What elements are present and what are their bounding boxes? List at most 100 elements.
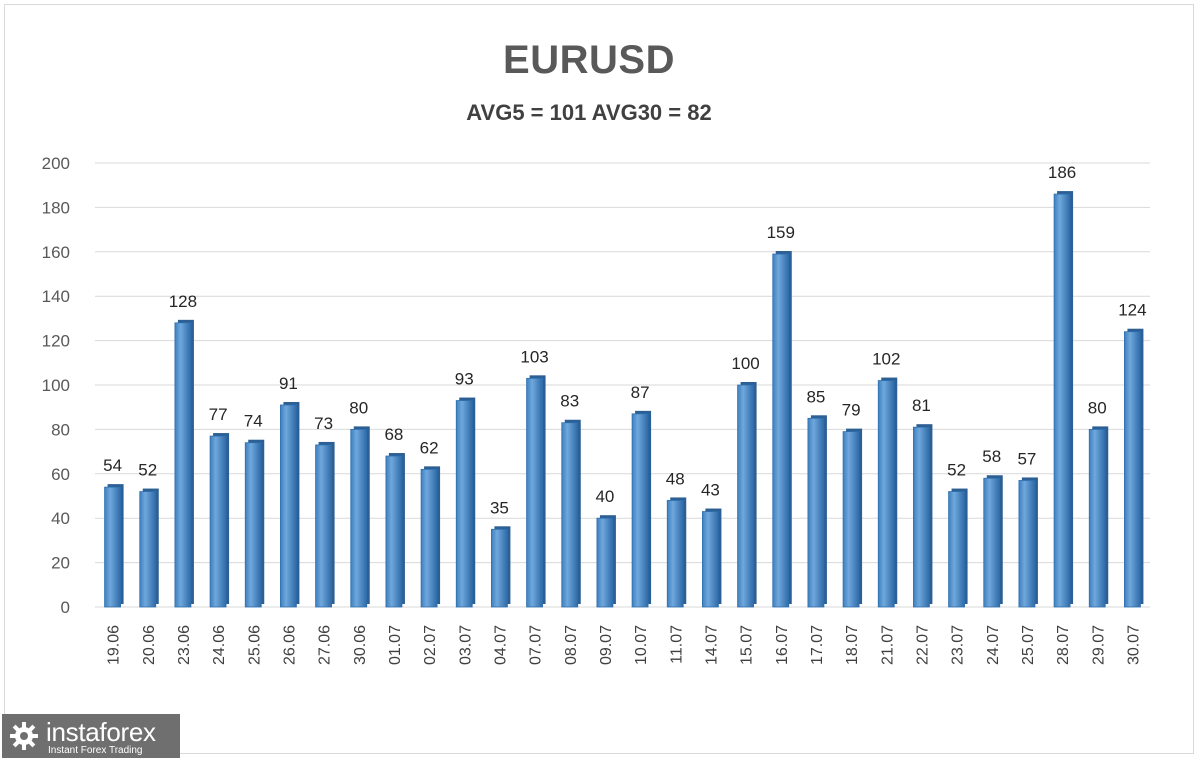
y-tick-label: 120 xyxy=(42,332,70,351)
data-label: 91 xyxy=(279,374,298,393)
y-tick-label: 160 xyxy=(42,243,70,262)
x-tick-label: 03.07 xyxy=(457,625,474,665)
x-tick-label: 16.07 xyxy=(774,625,791,665)
x-tick-label: 09.07 xyxy=(598,625,615,665)
data-label: 54 xyxy=(103,456,122,475)
x-tick-label: 14.07 xyxy=(703,625,720,665)
instaforex-logo: instaforex Instant Forex Trading xyxy=(2,714,180,758)
bar xyxy=(104,486,121,608)
bar xyxy=(280,404,297,608)
y-tick-label: 20 xyxy=(51,554,70,573)
y-tick-label: 40 xyxy=(51,509,70,528)
y-tick-label: 80 xyxy=(51,420,70,439)
chart-title: EURUSD xyxy=(503,38,675,82)
data-label: 40 xyxy=(595,487,614,506)
data-label: 100 xyxy=(731,354,759,373)
data-label: 87 xyxy=(631,383,650,402)
bar xyxy=(315,444,332,608)
x-tick-label: 29.07 xyxy=(1090,625,1107,665)
y-axis: 0 20 40 60 80 100 120 140 160 180 200 xyxy=(42,154,70,617)
data-label: 43 xyxy=(701,481,720,500)
bar xyxy=(666,500,684,608)
data-label: 79 xyxy=(842,401,861,420)
data-label: 35 xyxy=(490,498,509,517)
x-tick-label: 20.06 xyxy=(141,625,158,665)
x-tick-label: 08.07 xyxy=(563,625,580,665)
bar xyxy=(561,422,579,608)
x-tick-label: 23.06 xyxy=(176,625,193,665)
gear-icon xyxy=(10,722,38,750)
bar xyxy=(244,442,262,608)
x-tick-label: 21.07 xyxy=(879,625,896,665)
data-label: 62 xyxy=(420,438,439,457)
bar xyxy=(1053,193,1071,608)
x-axis: 19.06 20.06 23.06 24.06 25.06 26.06 27.06 30.06… xyxy=(106,625,1143,665)
x-tick-label: 30.07 xyxy=(1125,625,1142,665)
x-tick-label: 28.07 xyxy=(1055,625,1072,665)
bar xyxy=(702,511,719,608)
y-tick-label: 140 xyxy=(42,287,70,306)
data-label: 80 xyxy=(1088,398,1107,417)
gridlines xyxy=(95,162,1150,608)
data-label: 77 xyxy=(209,405,228,424)
data-labels: 54 52 128 77 74 91 73 80 68 62 93 35 103 83 40 87 48 43 10… xyxy=(103,163,1146,517)
x-tick-label: 25.07 xyxy=(1020,625,1037,665)
x-tick-label: 10.07 xyxy=(633,625,650,665)
data-label: 93 xyxy=(455,370,474,389)
bar xyxy=(350,428,368,608)
bar xyxy=(139,491,157,608)
data-label: 159 xyxy=(767,223,795,242)
x-tick-label: 04.07 xyxy=(492,625,509,665)
data-label: 80 xyxy=(349,398,368,417)
bar xyxy=(913,426,930,608)
data-label: 85 xyxy=(806,387,825,406)
x-tick-label: 26.06 xyxy=(281,625,298,665)
data-label: 124 xyxy=(1118,301,1146,320)
data-label: 83 xyxy=(560,392,579,411)
data-label: 81 xyxy=(912,396,931,415)
bar xyxy=(1124,331,1141,608)
x-tick-label: 07.07 xyxy=(528,625,545,665)
bar xyxy=(385,455,403,608)
chart-frame xyxy=(4,4,1194,754)
logo-tagline: Instant Forex Trading xyxy=(48,745,143,756)
bar xyxy=(877,380,895,608)
x-tick-label: 23.07 xyxy=(950,625,967,665)
bar xyxy=(526,377,543,608)
y-tick-label: 180 xyxy=(42,198,70,217)
bar xyxy=(807,417,825,608)
x-tick-label: 17.07 xyxy=(809,625,826,665)
bars xyxy=(104,191,1144,608)
bar xyxy=(596,517,614,608)
bar xyxy=(209,435,227,608)
y-tick-label: 0 xyxy=(61,598,70,617)
bar xyxy=(772,253,790,608)
data-label: 102 xyxy=(872,350,900,369)
bar xyxy=(631,413,649,608)
y-tick-label: 60 xyxy=(51,465,70,484)
bar xyxy=(948,491,965,608)
x-tick-label: 22.07 xyxy=(914,625,931,665)
x-tick-label: 24.07 xyxy=(985,625,1002,665)
data-label: 128 xyxy=(169,292,197,311)
x-tick-label: 15.07 xyxy=(739,625,756,665)
data-label: 68 xyxy=(384,425,403,444)
y-tick-label: 200 xyxy=(42,154,70,173)
x-tick-label: 11.07 xyxy=(668,625,685,664)
x-tick-label: 02.07 xyxy=(422,625,439,665)
bar xyxy=(174,322,192,608)
x-tick-label: 18.07 xyxy=(844,625,861,665)
data-label: 57 xyxy=(1017,449,1036,468)
x-tick-label: 01.07 xyxy=(387,625,404,665)
x-tick-label: 27.06 xyxy=(317,625,334,665)
data-label: 103 xyxy=(520,347,548,366)
x-tick-label: 19.06 xyxy=(106,625,123,665)
data-label: 73 xyxy=(314,414,333,433)
data-label: 48 xyxy=(666,469,685,488)
bar xyxy=(1088,428,1106,608)
data-label: 58 xyxy=(982,447,1001,466)
y-tick-label: 100 xyxy=(42,376,70,395)
bar xyxy=(983,477,1001,608)
bar xyxy=(491,528,508,608)
x-tick-label: 25.06 xyxy=(246,625,263,665)
